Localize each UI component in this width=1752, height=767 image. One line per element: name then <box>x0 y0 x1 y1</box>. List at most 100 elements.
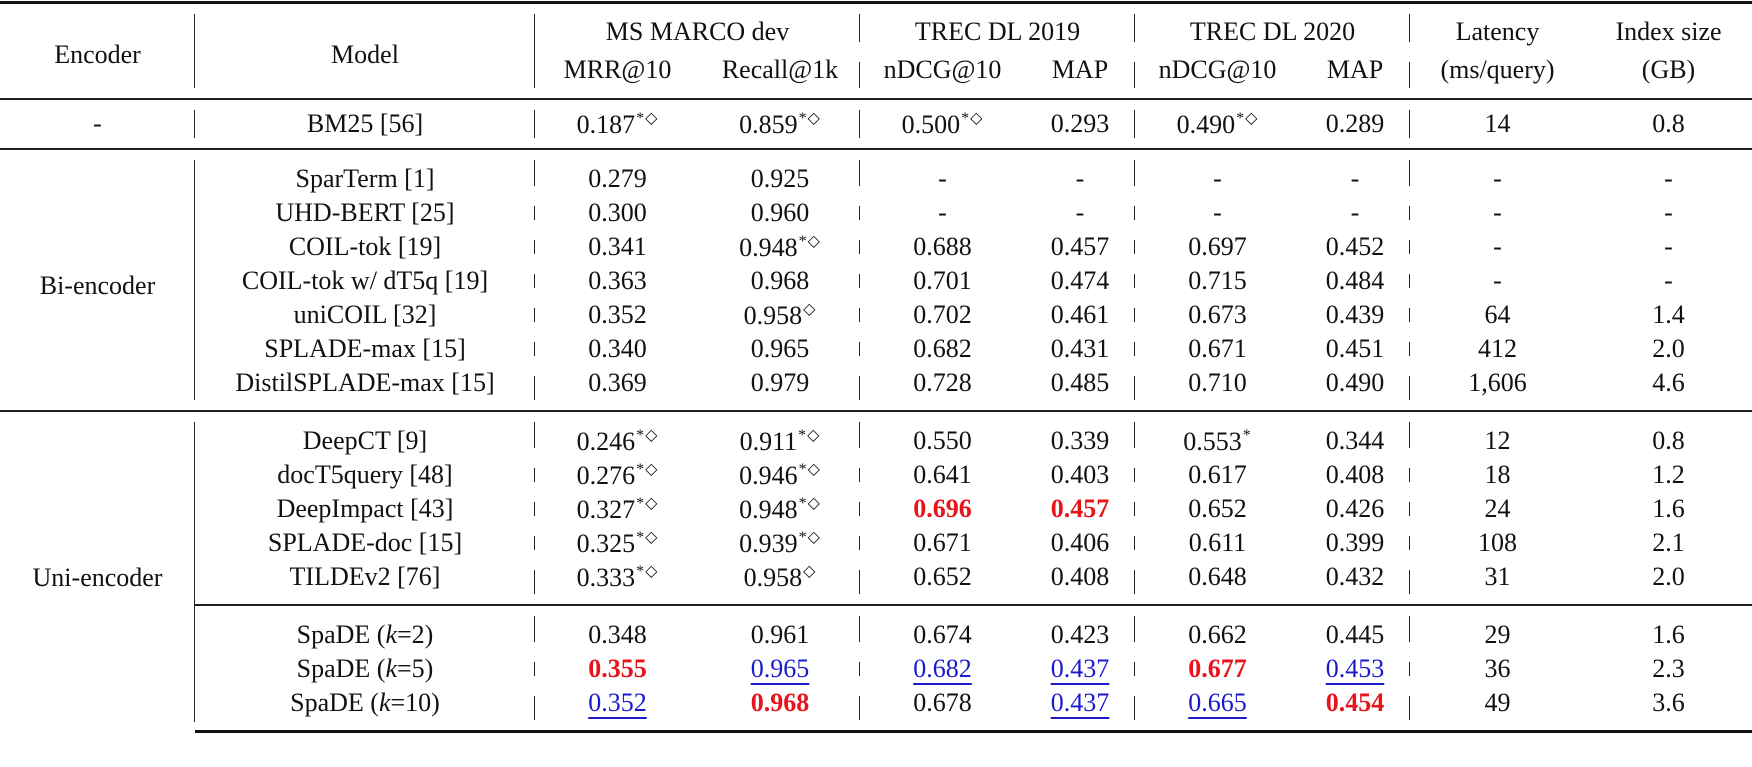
mrr10-cell: 0.325*◇ <box>576 528 659 558</box>
ndcg20-cell: 0.648 <box>1188 562 1247 591</box>
mrr10-cell: 0.341 <box>588 232 647 261</box>
map19-cell: 0.461 <box>1025 298 1135 332</box>
map20-cell: 0.484 <box>1300 264 1410 298</box>
ndcg20-cell: - <box>1213 198 1222 227</box>
header-dl2020: TREC DL 2020 <box>1135 1 1410 52</box>
ndcg20-cell: - <box>1135 148 1300 196</box>
ndcg19-cell: 0.702 <box>913 300 972 329</box>
model-cell: BM25 [56] <box>195 98 535 149</box>
map20-cell: 0.490 <box>1300 366 1410 411</box>
mrr10-cell: 0.352 <box>535 686 700 733</box>
table-row: COIL-tok [19] 0.341 0.948*◇ 0.688 0.457 … <box>0 230 1752 264</box>
table-row: uniCOIL [32] 0.352 0.958◇ 0.702 0.461 0.… <box>0 298 1752 332</box>
index-size-cell: 2.1 <box>1652 528 1685 557</box>
latency-cell: 29 <box>1410 604 1585 652</box>
significance-marker: *◇ <box>636 528 659 546</box>
mrr10-cell: 0.246*◇ <box>535 410 700 458</box>
mrr10-cell: 0.276*◇ <box>576 460 659 490</box>
header-recall1k: Recall@1k <box>700 52 860 99</box>
index-size-cell: - <box>1664 232 1673 261</box>
ndcg20-cell: 0.673 <box>1188 300 1247 329</box>
latency-cell: 412 <box>1478 334 1517 363</box>
header-index-unit: (GB) <box>1641 55 1696 84</box>
header-encoder: Encoder <box>0 1 195 99</box>
header-ndcg-2020: nDCG@10 <box>1158 55 1277 84</box>
ndcg19-cell: 0.641 <box>913 460 972 489</box>
ndcg19-cell: 0.550 <box>860 410 1025 458</box>
table-row: Uni-encoder DeepCT [9] 0.246*◇ 0.911*◇ 0… <box>0 410 1752 732</box>
model-cell: SpaDE (k=2) <box>195 604 535 652</box>
map20-cell: 0.344 <box>1300 410 1410 458</box>
model-cell: TILDEv2 [76] <box>195 560 535 605</box>
model-cell: DeepCT [9] <box>195 410 535 458</box>
table-row: SPLADE-max [15] 0.340 0.965 0.682 0.431 … <box>0 332 1752 366</box>
ndcg20-cell: 0.652 <box>1188 494 1247 523</box>
recall1k-cell: 0.968 <box>700 264 860 298</box>
ndcg20-cell: 0.553* <box>1135 410 1300 458</box>
significance-marker: *◇ <box>798 109 821 127</box>
table-row-spade: SpaDE (k=5) 0.355 0.965 0.682 0.437 0.67… <box>0 652 1752 686</box>
map19-cell: 0.408 <box>1025 560 1135 605</box>
map20-cell: 0.432 <box>1300 560 1410 605</box>
map19-cell: 0.485 <box>1025 366 1135 411</box>
recall1k-cell: 0.968 <box>700 686 860 733</box>
ndcg20-cell: 0.710 <box>1188 368 1247 397</box>
index-size-cell: 1.6 <box>1652 494 1685 523</box>
ndcg19-cell: 0.678 <box>860 686 1025 733</box>
ndcg20-cell: 0.697 <box>1188 232 1247 261</box>
model-cell: COIL-tok w/ dT5q [19] <box>195 264 535 298</box>
significance-marker: *◇ <box>636 109 659 127</box>
model-cell: SPLADE-max [15] <box>195 332 535 366</box>
significance-marker: * <box>1242 426 1252 444</box>
mrr10-cell: 0.327*◇ <box>576 494 659 524</box>
map19-cell: 0.406 <box>1025 526 1135 560</box>
significance-marker: *◇ <box>798 232 821 250</box>
significance-marker: *◇ <box>798 494 821 512</box>
header-row-2: MRR@10 Recall@1k nDCG@10 MAP nDCG@10 MAP… <box>0 52 1752 99</box>
latency-cell: 24 <box>1484 494 1511 523</box>
header-map-2019: MAP <box>1025 52 1135 99</box>
latency-cell: - <box>1410 148 1585 196</box>
latency-cell: - <box>1493 198 1502 227</box>
header-map-2020: MAP <box>1300 52 1410 99</box>
recall1k-cell: 0.925 <box>700 148 860 196</box>
recall1k-cell: 0.958◇ <box>700 560 860 605</box>
significance-marker: *◇ <box>961 109 984 127</box>
index-size-cell: 2.0 <box>1652 334 1685 363</box>
map20-cell: 0.445 <box>1300 604 1410 652</box>
significance-marker: *◇ <box>1236 109 1259 127</box>
significance-marker: *◇ <box>636 494 659 512</box>
second-best-value: 0.453 <box>1325 654 1385 683</box>
recall1k-cell: 0.960 <box>700 196 860 230</box>
ndcg20-cell: 0.662 <box>1135 604 1300 652</box>
model-cell: SPLADE-doc [15] <box>195 526 535 560</box>
best-value: 0.457 <box>1050 494 1110 523</box>
ndcg19-cell: 0.500*◇ <box>860 98 1025 149</box>
recall1k-cell: 0.979 <box>700 366 860 411</box>
best-value: 0.968 <box>750 688 810 717</box>
map20-cell: - <box>1300 196 1410 230</box>
index-size-cell: 3.6 <box>1585 686 1752 733</box>
ndcg19-cell: 0.696 <box>860 492 1025 526</box>
ndcg19-cell: - <box>860 148 1025 196</box>
map19-cell: 0.423 <box>1025 604 1135 652</box>
ndcg19-cell: 0.682 <box>860 652 1025 686</box>
latency-cell: 31 <box>1484 562 1511 591</box>
recall1k-cell: 0.946*◇ <box>700 458 860 492</box>
header-index-size: Index size <box>1585 1 1752 52</box>
best-value: 0.454 <box>1325 688 1385 717</box>
latency-cell: 64 <box>1484 300 1511 329</box>
map19-cell: - <box>1025 148 1135 196</box>
table-row: COIL-tok w/ dT5q [19] 0.363 0.968 0.701 … <box>0 264 1752 298</box>
second-best-value: 0.437 <box>1050 654 1110 683</box>
ndcg19-cell: 0.652 <box>913 562 972 591</box>
ndcg19-cell: 0.674 <box>860 604 1025 652</box>
mrr10-cell: 0.300 <box>588 198 647 227</box>
latency-cell: 18 <box>1484 460 1511 489</box>
mrr10-cell: 0.352 <box>588 300 647 329</box>
mrr10-cell: 0.340 <box>588 334 647 363</box>
map19-cell: 0.403 <box>1025 458 1135 492</box>
latency-cell: - <box>1493 266 1502 295</box>
recall1k-cell: 0.948*◇ <box>700 492 860 526</box>
